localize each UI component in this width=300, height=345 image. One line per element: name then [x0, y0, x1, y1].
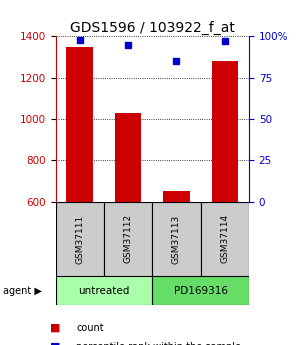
Title: GDS1596 / 103922_f_at: GDS1596 / 103922_f_at	[70, 21, 235, 35]
Bar	[152, 276, 249, 305]
Text: count: count	[76, 323, 104, 333]
Text: percentile rank within the sample: percentile rank within the sample	[76, 342, 242, 345]
Bar	[115, 113, 141, 202]
Text: PD169316: PD169316	[174, 286, 228, 296]
Text: agent ▶: agent ▶	[3, 286, 42, 296]
Bar	[56, 202, 104, 276]
Text: GSM37111: GSM37111	[75, 214, 84, 264]
Bar	[201, 202, 249, 276]
Text: GSM37112: GSM37112	[124, 214, 133, 264]
Bar	[56, 276, 152, 305]
Bar	[66, 47, 93, 202]
Bar	[163, 191, 190, 202]
Text: ■: ■	[50, 342, 60, 345]
Bar	[212, 61, 238, 202]
Bar	[104, 202, 152, 276]
Text: GSM37113: GSM37113	[172, 214, 181, 264]
Text: untreated: untreated	[78, 286, 130, 296]
Text: GSM37114: GSM37114	[220, 214, 229, 264]
Bar	[152, 202, 201, 276]
Text: ■: ■	[50, 323, 60, 333]
